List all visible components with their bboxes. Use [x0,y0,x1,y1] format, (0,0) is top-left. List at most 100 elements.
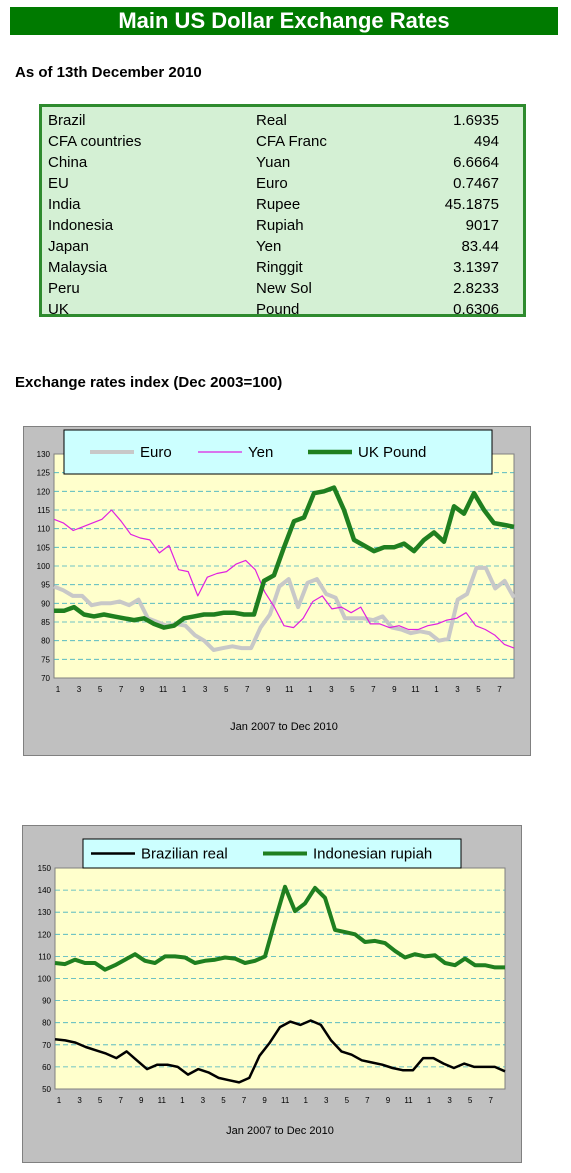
rate-country: CFA countries [48,133,142,150]
x-tick-label: 5 [476,685,481,694]
rate-row: UK Pound 0.6306 [42,299,523,320]
rate-country: Peru [48,280,80,297]
x-tick-label: 11 [285,685,294,694]
x-tick-label: 3 [324,1096,329,1105]
x-tick-label: 9 [140,685,145,694]
rate-value: 0.7467 [453,175,499,192]
x-tick-label: 3 [329,685,334,694]
series-line-indonesian-rupiah [54,884,505,972]
y-tick-label: 110 [37,525,50,534]
x-tick-label: 7 [245,685,250,694]
y-tick-label: 105 [37,543,51,552]
rate-country: Japan [48,238,89,255]
rate-currency: Euro [256,175,288,192]
rate-currency: Rupiah [256,217,304,234]
rate-value: 0.6306 [453,301,499,318]
rate-country: Brazil [48,112,86,129]
rate-row: Indonesia Rupiah 9017 [42,215,523,236]
x-tick-label: 7 [371,685,376,694]
series-line-yen [53,509,515,649]
rate-country: Malaysia [48,259,108,276]
page-title: Main US Dollar Exchange Rates [10,7,558,35]
rate-country: EU [48,175,69,192]
rate-value: 45.1875 [444,196,499,213]
x-tick-label: 11 [404,1096,413,1105]
rate-country: UK [48,301,69,318]
rate-value: 6.6664 [453,154,499,171]
x-tick-label: 5 [468,1096,473,1105]
x-tick-label: 1 [56,685,61,694]
y-tick-label: 95 [41,581,50,590]
rate-row: India Rupee 45.1875 [42,194,523,215]
y-tick-label: 100 [37,562,51,571]
x-axis-label: Jan 2007 to Dec 2010 [230,721,338,733]
x-tick-label: 7 [119,685,124,694]
series-line-euro [53,565,516,652]
rate-value: 494 [473,133,499,150]
x-tick-label: 1 [57,1096,62,1105]
y-tick-label: 120 [38,930,52,939]
rate-currency: Ringgit [256,259,303,276]
x-tick-label: 1 [303,1096,308,1105]
y-tick-label: 75 [41,655,50,664]
y-tick-label: 120 [37,487,51,496]
x-tick-label: 5 [221,1096,226,1105]
y-tick-label: 125 [37,469,51,478]
x-tick-label: 3 [447,1096,452,1105]
y-tick-label: 60 [42,1063,51,1072]
x-tick-label: 11 [411,685,420,694]
y-tick-label: 110 [38,952,51,961]
y-tick-label: 130 [37,450,51,459]
rate-currency: Pound [256,301,300,318]
x-tick-label: 5 [98,1096,103,1105]
y-tick-label: 115 [37,506,50,515]
x-tick-label: 3 [77,685,82,694]
rate-row: Japan Yen 83.44 [42,236,523,257]
rate-row: Brazil Real 1.6935 [42,110,523,131]
rate-country: India [48,196,81,213]
x-tick-label: 5 [345,1096,350,1105]
chart-euro-yen-pound: 70 75 80 85 90 95 100 105 110 115 120 125 130 1 3 5 7 9 11… [23,426,531,756]
x-tick-label: 9 [262,1096,267,1105]
x-tick-label: 1 [182,685,187,694]
x-tick-label: 9 [139,1096,144,1105]
x-tick-label: 3 [203,685,208,694]
x-tick-label: 3 [77,1096,82,1105]
x-tick-label: 7 [488,1096,493,1105]
y-tick-label: 100 [38,975,52,984]
y-tick-label: 70 [42,1041,51,1050]
x-tick-label: 7 [242,1096,247,1105]
legend-box [63,429,493,475]
x-tick-label: 9 [386,1096,391,1105]
rate-currency: Rupee [256,196,301,213]
chart-real-rupiah: 50 60 70 80 90 100 110 120 130 140 150 1 3 5 7 9 11 1 3 5 7 9… [22,825,522,1163]
x-tick-label: 3 [455,685,460,694]
rate-currency: Yuan [256,154,291,171]
legend-label: Yen [248,444,273,461]
rate-row: Malaysia Ringgit 3.1397 [42,257,523,278]
x-tick-label: 11 [281,1096,290,1105]
y-tick-label: 50 [42,1085,51,1094]
rate-value: 1.6935 [453,112,499,129]
y-tick-label: 70 [41,674,50,683]
rate-row: China Yuan 6.6664 [42,152,523,173]
rate-currency: CFA Franc [256,133,327,150]
y-tick-label: 90 [42,997,51,1006]
rate-value: 9017 [465,217,499,234]
rate-row: EU Euro 0.7467 [42,173,523,194]
series-line-uk-pound [54,485,515,630]
x-tick-label: 11 [158,1096,167,1105]
legend-label: Indonesian rupiah [313,846,432,863]
legend-box [82,838,462,869]
x-tick-label: 9 [266,685,271,694]
x-tick-label: 5 [350,685,355,694]
rate-currency: New Sol [256,280,312,297]
x-tick-label: 1 [434,685,439,694]
index-section-title: Exchange rates index (Dec 2003=100) [15,374,283,391]
x-tick-label: 7 [118,1096,123,1105]
rate-value: 3.1397 [453,259,499,276]
rate-row: Peru New Sol 2.8233 [42,278,523,299]
y-tick-label: 130 [38,908,52,917]
